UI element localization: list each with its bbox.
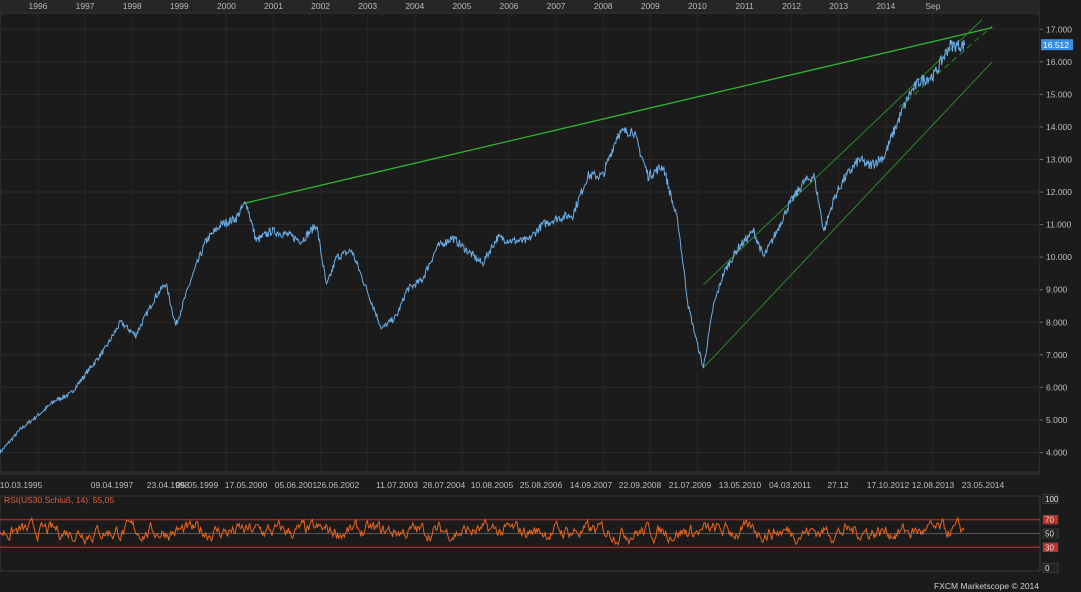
top-axis-label: 2003: [358, 1, 377, 11]
trendline[interactable]: [243, 27, 993, 205]
y-tick-label: 10.000: [1046, 252, 1072, 262]
bottom-axis-label: 04.03.2011: [769, 480, 811, 490]
rsi-panel[interactable]: RSI(US30.Schluß, 14): 55,05 100 70 50 30 0: [0, 494, 1059, 574]
top-axis-label: 2000: [217, 1, 236, 11]
rsi-tick-label: 0: [1045, 564, 1050, 573]
last-price-marker: 16.512: [1041, 39, 1073, 51]
top-axis-label: 2012: [782, 1, 801, 11]
bottom-axis-label: 28.07.2004: [423, 480, 466, 490]
y-tick-label: 17.000: [1046, 24, 1072, 34]
top-axis-label: 2011: [735, 1, 754, 11]
bottom-axis-label: 05.05.1999: [176, 480, 219, 490]
top-axis-label: Sep: [925, 1, 940, 11]
bottom-axis-label: 23.05.2014: [962, 480, 1005, 490]
price-plot[interactable]: [0, 12, 1041, 473]
bottom-axis-label: 14.09.2007: [570, 480, 613, 490]
y-tick-label: 4.000: [1046, 447, 1068, 457]
trendline-mid[interactable]: [898, 25, 993, 108]
y-tick-label: 5.000: [1046, 415, 1068, 425]
top-axis-label: 2013: [829, 1, 848, 11]
y-tick-label: 11.000: [1046, 220, 1072, 230]
rsi-title: RSI(US30.Schluß, 14): 55,05: [4, 495, 114, 505]
bottom-axis-label: 13.05.2010: [719, 480, 762, 490]
bottom-axis-label: 11.07.2003: [376, 480, 418, 490]
top-axis-label: 1998: [123, 1, 142, 11]
price-series-line: [0, 39, 966, 455]
bottom-axis-label: 25.08.2006: [520, 480, 563, 490]
y-tick-label: 16.000: [1046, 57, 1072, 67]
bottom-axis-label: 05.06.2001: [275, 480, 318, 490]
rsi-series-line: [0, 516, 965, 546]
y-tick-label: 8.000: [1046, 317, 1068, 327]
trendline[interactable]: [703, 19, 983, 286]
y-tick-label: 9.000: [1046, 285, 1068, 295]
bottom-axis-label: 17.05.2000: [225, 480, 268, 490]
top-axis-label: 1999: [170, 1, 189, 11]
price-axis: 4.000 5.000 6.000 7.000 8.000 9.000 10.000 11.0…: [1040, 13, 1081, 472]
bottom-axis-label: 10.08.2005: [471, 480, 514, 490]
top-axis-label: 2002: [311, 1, 330, 11]
y-tick-label: 6.000: [1046, 382, 1068, 392]
rsi-tick-box: [1042, 494, 1059, 504]
top-axis-label: 2008: [594, 1, 613, 11]
rsi-tick-box: [1042, 528, 1059, 539]
bottom-axis-label: 12.08.2013: [912, 480, 955, 490]
y-tick-label: 12.000: [1046, 187, 1072, 197]
rsi-tick-label: 100: [1045, 495, 1059, 504]
top-axis-label: 2006: [500, 1, 519, 11]
bottom-axis-label: 09.04.1997: [91, 480, 134, 490]
bottom-axis-label: 22.09.2008: [619, 480, 662, 490]
rsi-tick-label: 50: [1045, 530, 1054, 539]
bottom-axis-label: 23.04.1998: [147, 480, 190, 490]
rsi-tick-label: 30: [1045, 543, 1054, 552]
y-tick-label: 15.000: [1046, 89, 1072, 99]
top-axis-label: 2009: [641, 1, 660, 11]
bottom-axis-label: 27.12: [827, 480, 849, 490]
rsi-tick-label: 70: [1045, 516, 1054, 525]
bottom-date-axis: 10.03.1995 09.04.1997 23.04.199805.05.1999…: [0, 473, 1040, 492]
rsi-tick-box: [1042, 563, 1059, 573]
bottom-axis-label: 10.03.1995: [0, 480, 43, 490]
top-axis-label: 1997: [76, 1, 95, 11]
top-axis-label: 2004: [405, 1, 424, 11]
trendline[interactable]: [703, 61, 993, 369]
footer-credit: FXCM Marketscope © 2014: [934, 581, 1039, 591]
top-axis-label: 2005: [452, 1, 471, 11]
top-axis-label: 2007: [547, 1, 566, 11]
last-price-label: 16.512: [1043, 40, 1069, 50]
top-axis-label: 2014: [876, 1, 895, 11]
bottom-axis-label: 26.06.2002: [317, 480, 360, 490]
y-tick-label: 14.000: [1046, 122, 1072, 132]
top-axis-label: 1996: [29, 1, 48, 11]
bottom-axis-label: 17.10.2012: [867, 480, 910, 490]
bottom-axis-label: 21.07.2009: [669, 480, 712, 490]
top-axis-label: 2010: [688, 1, 707, 11]
rsi-tick-box: [1042, 514, 1059, 525]
y-tick-label: 7.000: [1046, 350, 1068, 360]
rsi-tick-box: [1042, 542, 1059, 553]
top-axis-label: 2001: [264, 1, 283, 11]
y-tick-label: 13.000: [1046, 154, 1072, 164]
